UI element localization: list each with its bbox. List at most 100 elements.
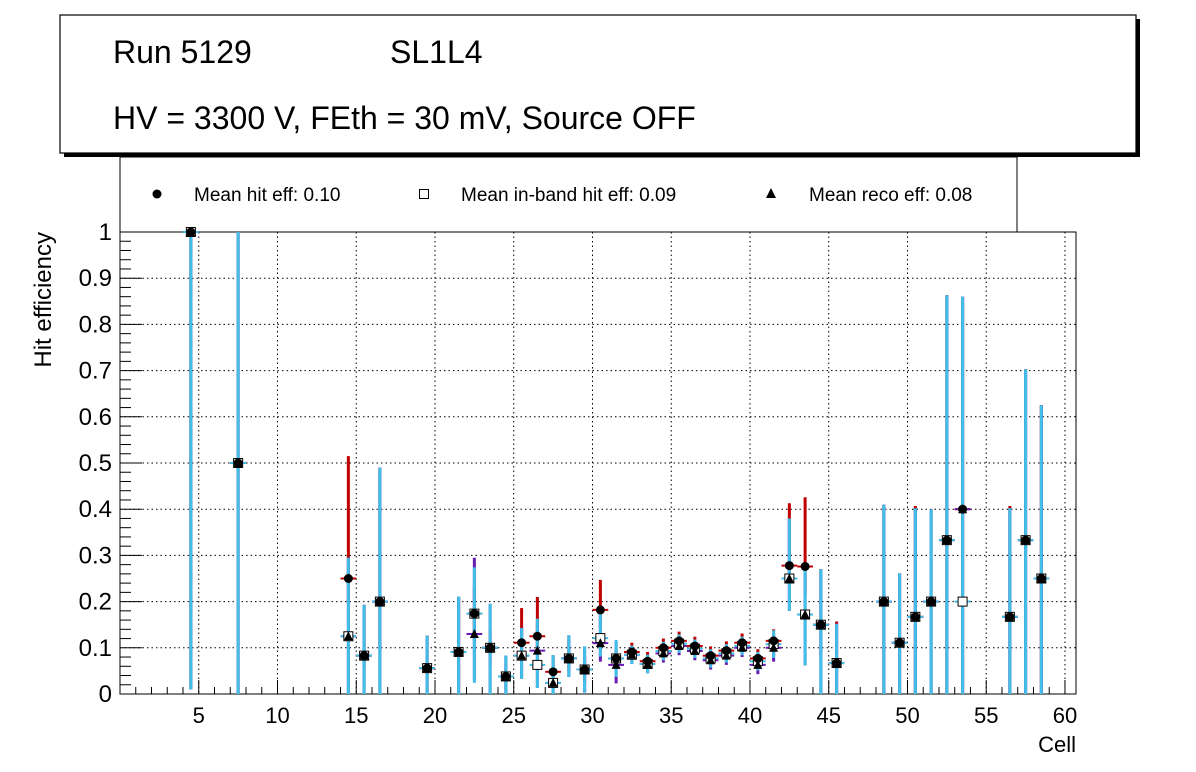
- hit-marker: [674, 636, 684, 646]
- y-tick-label: 0.6: [79, 404, 112, 431]
- reco-marker: [485, 642, 495, 652]
- y-tick-label: 0.4: [79, 496, 112, 523]
- x-tick-label: 45: [816, 703, 840, 728]
- reco-marker: [643, 658, 653, 668]
- reco-marker: [517, 650, 527, 660]
- y-axis-label: Hit efficiency: [30, 232, 57, 368]
- hit-marker: [469, 609, 479, 619]
- x-tick-label: 15: [344, 703, 368, 728]
- hit-marker: [595, 605, 605, 615]
- reco-marker: [895, 637, 905, 647]
- reco-marker: [1036, 573, 1046, 583]
- reco-marker: [721, 650, 731, 660]
- hit-marker: [532, 631, 542, 641]
- hit-marker: [658, 643, 668, 653]
- reco-marker: [926, 596, 936, 606]
- data-markers: [185, 227, 1047, 688]
- y-tick-label: 0.8: [79, 311, 112, 338]
- reco-marker: [879, 596, 889, 606]
- reco-marker: [186, 227, 196, 236]
- reco-marker: [1005, 611, 1015, 621]
- x-tick-label: 35: [659, 703, 683, 728]
- reco-marker: [753, 659, 763, 669]
- y-tick-label: 0.5: [79, 450, 112, 477]
- reco-marker: [910, 611, 920, 621]
- reco-marker: [532, 645, 542, 655]
- title-run: Run 5129: [113, 34, 252, 70]
- reco-marker: [454, 646, 464, 656]
- legend-entry-reco: Mean reco eff: 0.08: [766, 185, 972, 206]
- hit-marker: [611, 653, 621, 663]
- reco-marker: [611, 659, 621, 669]
- hit-marker: [753, 653, 763, 663]
- x-tick-label: 55: [974, 703, 998, 728]
- hit-marker: [721, 646, 731, 656]
- reco-marker: [580, 664, 590, 674]
- legend-label-inband: Mean in-band hit eff: 0.09: [461, 185, 676, 206]
- x-tick-label: 5: [193, 703, 205, 728]
- inband-marker: [957, 596, 968, 607]
- reco-marker: [690, 646, 700, 656]
- hit-marker: [517, 638, 527, 648]
- y-tick-label: 0: [99, 681, 112, 708]
- reco-marker: [800, 609, 810, 619]
- hit-marker: [800, 561, 810, 571]
- legend-circle-marker-icon: [152, 189, 162, 199]
- reco-marker: [375, 596, 385, 606]
- reco-marker: [501, 671, 511, 681]
- y-tick-label: 0.3: [79, 542, 112, 569]
- y-tick-label: 0.2: [79, 589, 112, 616]
- reco-marker: [233, 458, 243, 467]
- hit-marker: [343, 574, 353, 583]
- x-tick-label: 20: [423, 703, 447, 728]
- title-settings: HV = 3300 V, FEth = 30 mV, Source OFF: [113, 100, 696, 136]
- hit-marker: [769, 636, 779, 646]
- x-tick-label: 10: [265, 703, 289, 728]
- y-tick-label: 0.9: [79, 265, 112, 292]
- title-box: [59, 14, 1137, 154]
- reco-marker: [422, 663, 432, 673]
- reco-marker: [816, 619, 826, 629]
- reco-marker: [1021, 535, 1031, 545]
- reco-marker: [942, 535, 952, 545]
- inband-marker: [532, 659, 543, 670]
- y-tick-label: 0.7: [79, 358, 112, 385]
- x-tick-label: 30: [580, 703, 604, 728]
- axis-ticks: [120, 231, 1066, 695]
- x-tick-label: 25: [501, 703, 525, 728]
- hit-marker: [737, 638, 747, 648]
- legend-box: [119, 156, 1018, 233]
- x-tick-label: 60: [1053, 703, 1077, 728]
- reco-marker: [469, 628, 479, 638]
- reco-marker: [674, 640, 684, 650]
- hit-marker: [548, 667, 558, 677]
- reco-marker: [784, 573, 794, 583]
- legend-open-square-marker-icon: [419, 189, 429, 199]
- reco-marker: [737, 642, 747, 652]
- reco-marker: [706, 655, 716, 665]
- reco-marker: [359, 650, 369, 660]
- reco-marker: [832, 658, 842, 668]
- reco-marker: [658, 648, 668, 658]
- x-axis-label: Cell: [1038, 732, 1076, 757]
- hit-marker: [690, 641, 700, 651]
- reco-marker: [769, 642, 779, 652]
- x-tick-labels: 5 10 15 20 25 30 35 40 45 50 55 60: [193, 703, 1078, 728]
- hit-marker: [784, 561, 794, 571]
- legend-label-reco: Mean reco eff: 0.08: [809, 185, 972, 206]
- x-tick-label: 40: [738, 703, 762, 728]
- legend-label-hit: Mean hit eff: 0.10: [194, 185, 340, 206]
- reco-marker: [548, 677, 558, 687]
- reco-marker: [958, 504, 968, 514]
- title-superlayer: SL1L4: [390, 34, 483, 70]
- legend-entry-inband: Mean in-band hit eff: 0.09: [419, 185, 676, 206]
- reco-marker: [564, 653, 574, 663]
- reco-marker: [343, 631, 353, 641]
- reco-marker: [595, 638, 605, 648]
- legend-entry-hit: Mean hit eff: 0.10: [152, 185, 340, 206]
- y-tick-labels: 0 0.1 0.2 0.3 0.4 0.5 0.6 0.7 0.8 0.9 1: [79, 219, 112, 708]
- y-tick-label: 0.1: [79, 635, 112, 662]
- reco-marker: [627, 649, 637, 659]
- x-tick-label: 50: [895, 703, 919, 728]
